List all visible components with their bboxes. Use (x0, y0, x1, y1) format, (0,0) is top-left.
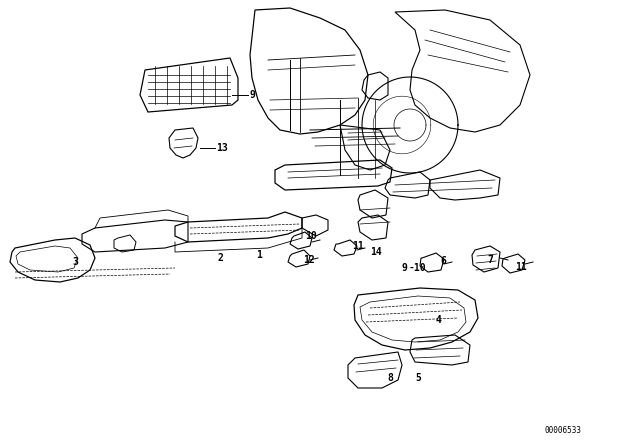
Text: 8: 8 (387, 373, 393, 383)
Text: 9: 9 (401, 263, 407, 273)
Text: 14: 14 (370, 247, 381, 257)
Text: -10: -10 (409, 263, 427, 273)
Text: 5: 5 (415, 373, 421, 383)
Text: 3: 3 (72, 257, 78, 267)
Text: 00006533: 00006533 (545, 426, 582, 435)
Text: 9: 9 (249, 90, 255, 100)
Text: 11: 11 (352, 241, 364, 251)
Text: 7: 7 (487, 255, 493, 265)
Text: 11: 11 (515, 262, 527, 272)
Text: 6: 6 (440, 256, 446, 266)
Text: 1: 1 (256, 250, 262, 260)
Text: 4: 4 (436, 315, 442, 325)
Text: 10: 10 (305, 231, 317, 241)
Text: 12: 12 (303, 255, 315, 265)
Text: 2: 2 (217, 253, 223, 263)
Text: 13: 13 (216, 143, 228, 153)
